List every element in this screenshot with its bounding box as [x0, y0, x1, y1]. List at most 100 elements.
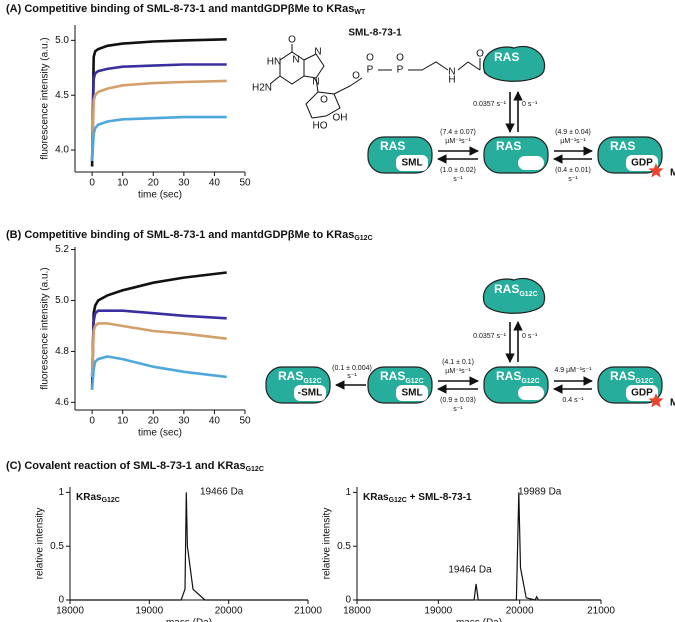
- x-axis-title: mass (Da): [456, 618, 502, 622]
- rate-label: µM⁻¹s⁻¹: [445, 138, 471, 145]
- x-axis-title: time (sec): [138, 190, 182, 201]
- data-line: [90, 115, 227, 162]
- x-tick-label: 18000: [56, 606, 84, 617]
- structure-bonds: [269, 44, 481, 119]
- atom-label: O: [396, 53, 404, 64]
- x-tick-label: 50: [239, 178, 251, 189]
- ras-label-text: RAS: [380, 139, 405, 153]
- rate-label: s⁻¹: [347, 373, 357, 380]
- data-line: [90, 63, 227, 162]
- title-sub: WT: [354, 9, 366, 16]
- ras-label: RASG12C: [610, 369, 654, 385]
- annotation: 19464 Da: [448, 565, 492, 576]
- atom-label: O: [320, 95, 328, 106]
- x-tick-label: 20: [148, 178, 160, 189]
- ras-tag-box: [396, 155, 428, 171]
- y-tick-label: 4.6: [55, 397, 69, 408]
- title-text: (A) Competitive binding of SML-8-73-1 an…: [6, 3, 354, 15]
- panel-title: (A) Competitive binding of SML-8-73-1 an…: [6, 3, 366, 16]
- rate-label: 0 s⁻¹: [522, 333, 538, 340]
- ras-label-text: RAS: [278, 369, 303, 383]
- ras-label-text: RAS: [380, 369, 405, 383]
- ras-tag-box: [626, 155, 658, 171]
- x-tick-label: 20000: [215, 606, 243, 617]
- ras-blob: [482, 277, 546, 314]
- ras-label-sub: G12C: [635, 378, 653, 385]
- x-axis-title: mass (Da): [166, 618, 212, 622]
- data-line: [90, 79, 227, 162]
- rate-label: (7.4 ± 0.07): [440, 129, 476, 136]
- ras-label-sub: G12C: [521, 378, 539, 385]
- data-line: [90, 309, 227, 377]
- title-sub: G12C: [246, 466, 264, 473]
- x-tick-label: 21000: [587, 606, 615, 617]
- data-line: [90, 271, 227, 390]
- ras-label: RASG12C: [380, 369, 424, 385]
- ras-label-sub: G12C: [519, 291, 537, 298]
- y-tick-label: 0: [345, 595, 351, 606]
- data-line: [90, 355, 227, 390]
- ras-label-text: RAS: [494, 282, 519, 296]
- x-tick-label: 10: [117, 178, 129, 189]
- y-tick-label: 1: [345, 487, 351, 498]
- ras-label: RASG12C: [278, 369, 322, 385]
- rate-label: 0.4 s⁻¹: [562, 397, 584, 404]
- y-tick-label: 1: [58, 487, 64, 498]
- ras-label: RAS: [380, 139, 405, 153]
- label-sub: G12C: [389, 497, 407, 504]
- x-tick-label: 10: [117, 416, 129, 427]
- ras-pocket: [518, 156, 544, 170]
- inner-label: KRasG12C + SML-8-73-1: [363, 492, 472, 504]
- label-text: KRas: [363, 492, 389, 503]
- data-line: [70, 492, 308, 601]
- x-tick-label: 30: [178, 416, 190, 427]
- atom-label: N: [292, 55, 299, 66]
- atom-label: O: [352, 71, 360, 82]
- x-tick-label: 50: [239, 416, 251, 427]
- atom-label: OH: [333, 113, 348, 124]
- title-text: (B) Competitive binding of SML-8-73-1 an…: [6, 229, 354, 241]
- data-line: [357, 492, 601, 601]
- x-tick-label: 0: [89, 416, 95, 427]
- ras-tag: SML: [401, 388, 422, 399]
- fluor-star: [648, 163, 664, 178]
- x-tick-label: 19000: [424, 606, 452, 617]
- ras-label: RASG12C: [494, 282, 538, 298]
- y-tick-label: 0.5: [337, 541, 351, 552]
- label-suffix: + SML-8-73-1: [407, 492, 472, 503]
- atom-label: O: [288, 35, 296, 46]
- x-tick-label: 40: [209, 178, 221, 189]
- panel-title: (B) Competitive binding of SML-8-73-1 an…: [6, 229, 373, 242]
- atom-label: P: [367, 65, 374, 76]
- annotation: 19466 Da: [200, 487, 244, 498]
- atom-label: P: [397, 65, 404, 76]
- ras-pocket: [518, 386, 544, 400]
- ras-tag: GDP: [631, 388, 653, 399]
- x-tick-label: 21000: [294, 606, 322, 617]
- atom-label: H2N: [252, 83, 272, 94]
- ras-label-sub: G12C: [303, 378, 321, 385]
- y-tick-label: 4.8: [55, 346, 69, 357]
- ras-label-text: RAS: [496, 369, 521, 383]
- atom-label: O: [366, 53, 374, 64]
- rate-label: (4.1 ± 0.1): [442, 359, 474, 366]
- atom-label: HN: [267, 57, 281, 68]
- atom-label: HO: [313, 121, 328, 132]
- rate-label: (0.1 ± 0.004): [332, 365, 372, 372]
- compound-name: SML-8-73-1: [348, 28, 402, 39]
- y-tick-label: 5.0: [55, 35, 69, 46]
- y-axis-title: fluorescence intensity (a.u.): [40, 37, 51, 159]
- atom-label: O: [476, 49, 484, 60]
- title-sub: G12C: [354, 235, 372, 242]
- rate-label: 0.0357 s⁻¹: [473, 333, 507, 340]
- ras-label-sub: G12C: [405, 378, 423, 385]
- x-axis-title: time (sec): [138, 428, 182, 439]
- x-tick-label: 30: [178, 178, 190, 189]
- ras-tag-box: [294, 385, 326, 401]
- x-tick-label: 20000: [506, 606, 534, 617]
- rate-label: 0.0357 s⁻¹: [473, 101, 507, 108]
- y-tick-label: 4.5: [55, 90, 69, 101]
- atom-label: N: [314, 47, 321, 58]
- x-tick-label: 40: [209, 416, 221, 427]
